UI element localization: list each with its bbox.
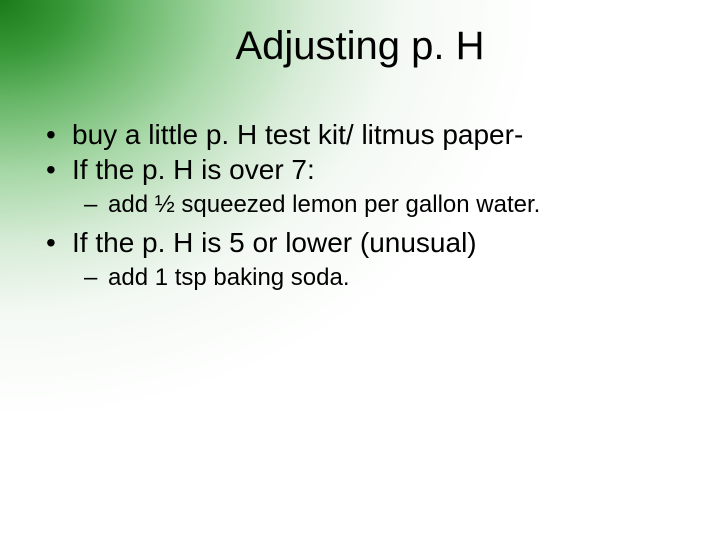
bullet-marker: • xyxy=(42,226,72,259)
bullet-text: If the p. H is over 7: xyxy=(72,153,315,186)
slide: Adjusting p. H • buy a little p. H test … xyxy=(0,0,720,540)
bullet-text: buy a little p. H test kit/ litmus paper… xyxy=(72,118,523,151)
sub-bullet-item: – add 1 tsp baking soda. xyxy=(84,263,678,293)
bullet-text: add ½ squeezed lemon per gallon water. xyxy=(108,190,540,220)
bullet-item: • If the p. H is over 7: xyxy=(42,153,678,186)
dash-marker: – xyxy=(84,190,108,220)
slide-body: • buy a little p. H test kit/ litmus pap… xyxy=(42,118,678,299)
dash-marker: – xyxy=(84,263,108,293)
bullet-text: add 1 tsp baking soda. xyxy=(108,263,350,293)
bullet-item: • buy a little p. H test kit/ litmus pap… xyxy=(42,118,678,151)
bullet-text: If the p. H is 5 or lower (unusual) xyxy=(72,226,477,259)
sub-bullet-item: – add ½ squeezed lemon per gallon water. xyxy=(84,190,678,220)
bullet-marker: • xyxy=(42,153,72,186)
bullet-marker: • xyxy=(42,118,72,151)
slide-title: Adjusting p. H xyxy=(0,24,720,69)
bullet-item: • If the p. H is 5 or lower (unusual) xyxy=(42,226,678,259)
